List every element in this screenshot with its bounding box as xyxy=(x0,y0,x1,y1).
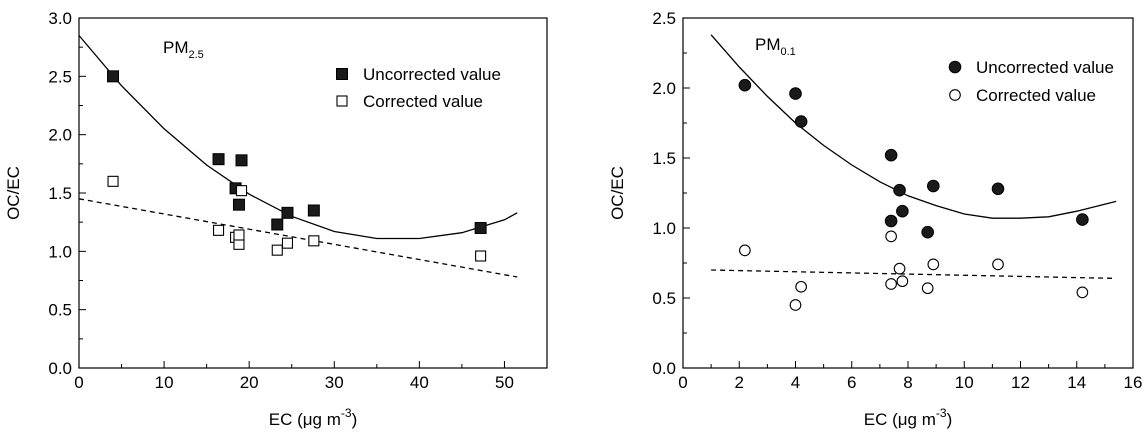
y-tick-label: 2.5 xyxy=(652,9,676,28)
uncorrected-point xyxy=(1076,213,1089,226)
corrected-fit-line xyxy=(711,269,1117,280)
y-tick-label: 2.5 xyxy=(48,67,72,86)
legend-label-uncorrected: Uncorrected value xyxy=(363,65,501,84)
x-tick-label: 12 xyxy=(1011,373,1030,392)
x-tick-label: 14 xyxy=(1067,373,1086,392)
legend-label-corrected: Corrected value xyxy=(976,86,1096,105)
uncorrected-point xyxy=(991,182,1005,196)
chart-panel-2: 0 2 4 6 8 10 12 14 16 0.0 0.5 1.0 1.5 2.0 2.5 EC (μg m-… xyxy=(608,9,1142,429)
corrected-point xyxy=(233,229,245,241)
corrected-point xyxy=(212,224,225,236)
y-axis-label: OC/EC xyxy=(4,166,23,220)
x-tick-label: 30 xyxy=(325,373,344,392)
legend-marker-corrected xyxy=(336,95,348,107)
uncorrected-point xyxy=(235,154,248,167)
uncorrected-point xyxy=(884,148,898,162)
y-tick-label: 0.0 xyxy=(652,359,676,378)
x-tick-label: 50 xyxy=(495,373,514,392)
uncorrected-point xyxy=(307,204,320,217)
legend: Uncorrected value Corrected value xyxy=(948,58,1114,105)
y-tick-label: 0.5 xyxy=(48,301,72,320)
corrected-point xyxy=(896,275,909,288)
y-tick-label: 0.5 xyxy=(652,289,676,308)
y-tick-label: 2.0 xyxy=(48,126,72,145)
uncorrected-point xyxy=(927,179,940,193)
pm-annotation: PM0.1 xyxy=(755,35,796,58)
x-tick-label: 6 xyxy=(847,373,856,392)
corrected-point xyxy=(893,262,906,275)
corrected-point xyxy=(107,175,119,187)
corrected-point xyxy=(281,237,294,249)
x-tick-label: 0 xyxy=(74,373,83,392)
x-tick-label: 40 xyxy=(410,373,429,392)
uncorrected-point xyxy=(921,225,934,239)
uncorrected-point xyxy=(884,214,898,228)
corrected-point xyxy=(927,258,940,271)
legend-label-uncorrected: Uncorrected value xyxy=(976,58,1114,77)
corrected-point xyxy=(789,299,802,311)
corrected-point xyxy=(795,280,807,293)
legend-marker-uncorrected xyxy=(336,68,348,80)
uncorrected-point xyxy=(474,222,487,234)
legend-label-corrected: Corrected value xyxy=(363,92,483,111)
corrected-point xyxy=(475,250,487,262)
legend: Uncorrected value Corrected value xyxy=(336,65,501,111)
y-tick-label: 3.0 xyxy=(48,9,72,28)
uncorrected-fit-curve xyxy=(78,35,518,240)
corrected-point xyxy=(233,238,245,250)
uncorrected-point xyxy=(893,183,906,197)
uncorrected-point xyxy=(271,218,284,231)
corrected-point xyxy=(308,235,320,247)
y-tick-label: 1.0 xyxy=(48,242,72,261)
pm-annotation: PM2.5 xyxy=(163,38,204,61)
legend-marker-corrected xyxy=(949,89,961,101)
y-tick-label: 1.5 xyxy=(652,149,676,168)
corrected-point xyxy=(885,278,897,290)
x-axis-label: EC (μg m-3) xyxy=(269,406,357,429)
uncorrected-point xyxy=(232,198,245,211)
x-tick-label: 10 xyxy=(155,373,174,392)
corrected-fit-line xyxy=(78,198,518,278)
x-tick-label: 4 xyxy=(791,373,800,392)
uncorrected-point xyxy=(107,70,120,83)
corrected-point xyxy=(1076,286,1089,299)
y-tick-label: 2.0 xyxy=(652,79,676,98)
corrected-point xyxy=(992,258,1004,271)
y-axis-label: OC/EC xyxy=(608,166,627,220)
uncorrected-point xyxy=(789,87,802,100)
uncorrected-point xyxy=(281,206,294,219)
uncorrected-point xyxy=(212,153,225,166)
chart-panel-1: 0 10 20 30 40 50 0.0 0.5 1.0 1.5 2.0 2.5 3.0 EC (μg m… xyxy=(4,9,548,429)
x-tick-label: 8 xyxy=(903,373,912,392)
y-tick-label: 0.0 xyxy=(48,359,72,378)
corrected-point xyxy=(271,244,283,256)
corrected-point xyxy=(885,230,897,243)
x-axis-label: EC (μg m-3) xyxy=(864,406,952,429)
uncorrected-point xyxy=(896,204,909,218)
y-tick-label: 1.5 xyxy=(48,184,72,203)
x-tick-label: 2 xyxy=(735,373,744,392)
y-tick-label: 1.0 xyxy=(652,219,676,238)
x-tick-label: 16 xyxy=(1124,373,1143,392)
corrected-point xyxy=(739,244,751,257)
x-tick-label: 20 xyxy=(240,373,259,392)
legend-marker-uncorrected xyxy=(948,60,962,74)
x-tick-label: 0 xyxy=(678,373,687,392)
corrected-point xyxy=(235,185,248,197)
corrected-point xyxy=(921,282,934,295)
uncorrected-point xyxy=(738,78,752,92)
uncorrected-fit-curve xyxy=(710,34,1117,219)
uncorrected-point xyxy=(794,115,808,128)
x-tick-label: 10 xyxy=(955,373,974,392)
